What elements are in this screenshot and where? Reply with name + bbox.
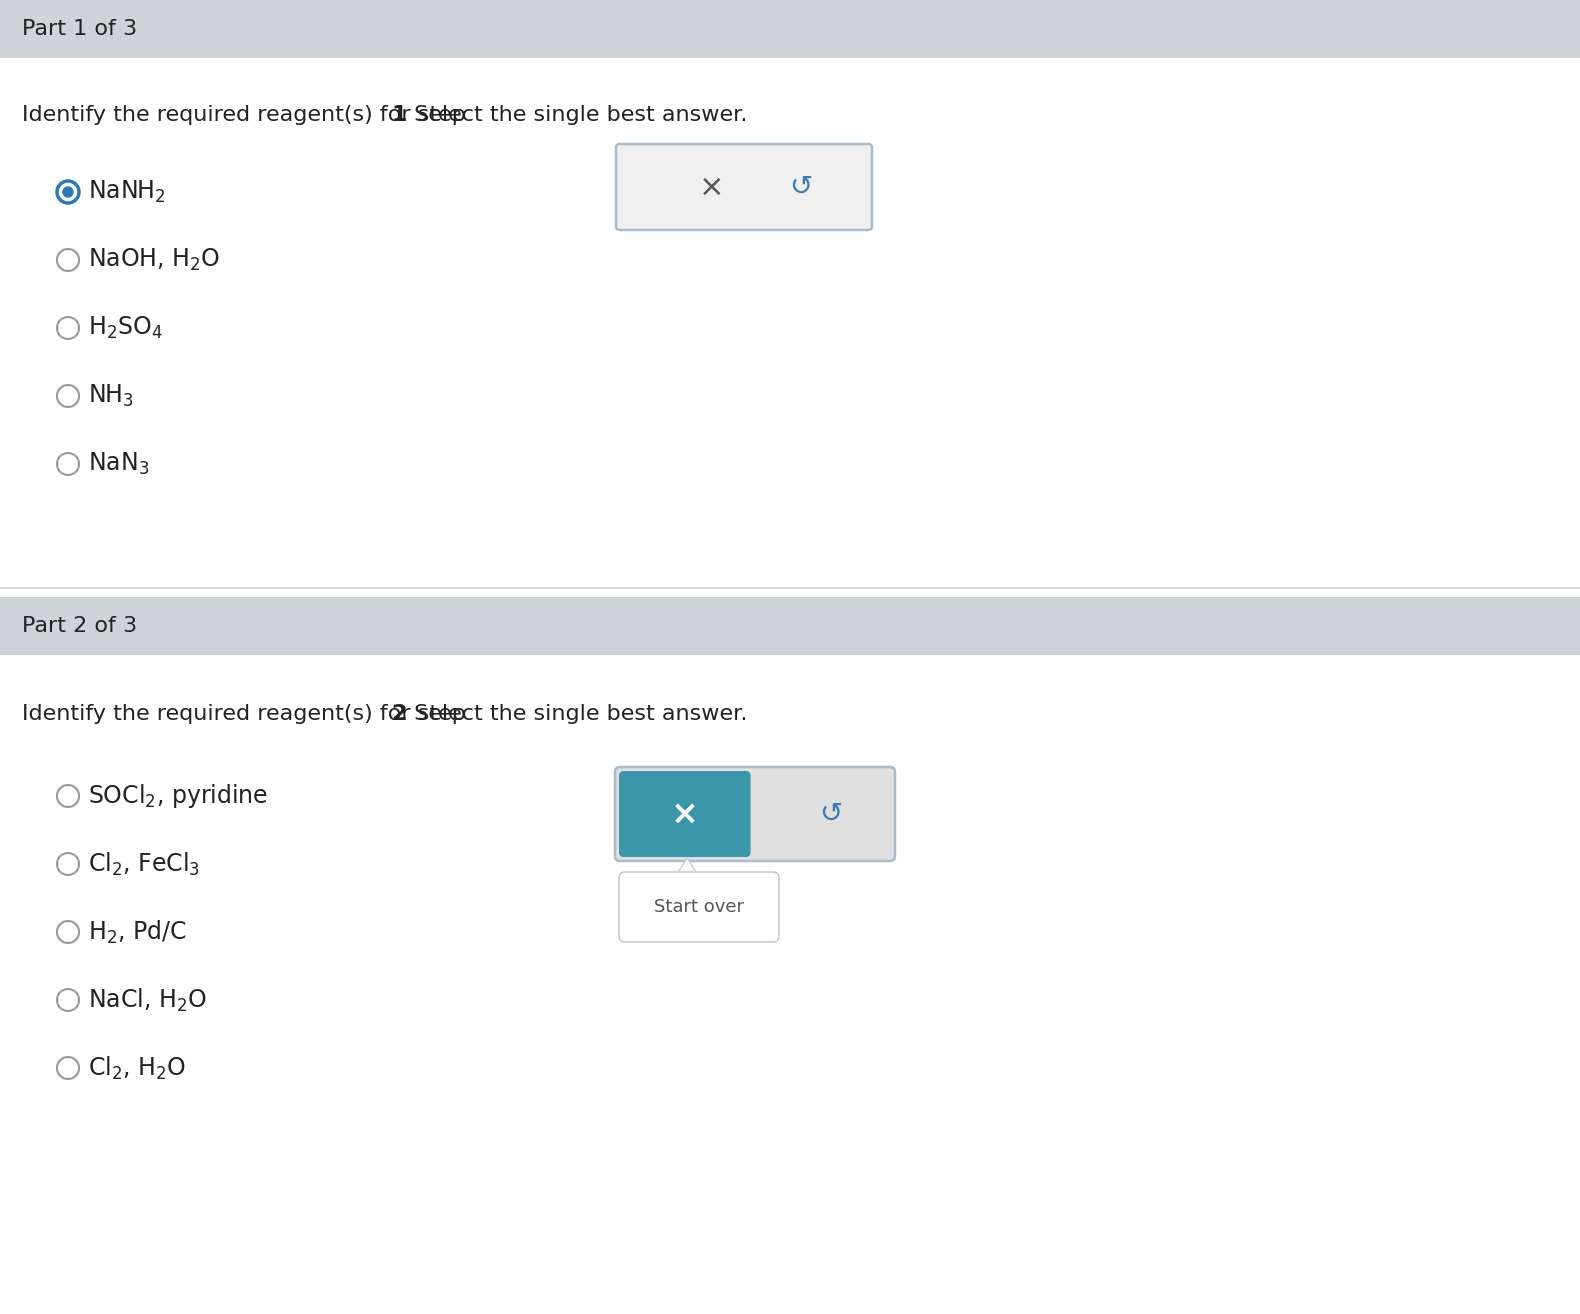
- Text: Part 2 of 3: Part 2 of 3: [22, 616, 137, 636]
- Text: NaCl, H$_2$O: NaCl, H$_2$O: [88, 987, 207, 1013]
- Circle shape: [62, 187, 74, 197]
- Polygon shape: [673, 858, 702, 880]
- Text: Identify the required reagent(s) for step: Identify the required reagent(s) for ste…: [22, 105, 472, 125]
- Text: Cl$_2$, FeCl$_3$: Cl$_2$, FeCl$_3$: [88, 850, 201, 878]
- Text: . Select the single best answer.: . Select the single best answer.: [400, 105, 747, 125]
- Text: ↺: ↺: [818, 800, 842, 828]
- Text: ×: ×: [672, 798, 698, 830]
- Text: 2: 2: [392, 704, 408, 724]
- Text: NH$_3$: NH$_3$: [88, 382, 134, 409]
- Text: SOCl$_2$, pyridine: SOCl$_2$, pyridine: [88, 782, 269, 809]
- Text: ↺: ↺: [790, 173, 812, 201]
- Text: ×: ×: [698, 172, 725, 201]
- FancyBboxPatch shape: [619, 872, 779, 942]
- Text: H$_2$SO$_4$: H$_2$SO$_4$: [88, 315, 163, 342]
- Text: Identify the required reagent(s) for step: Identify the required reagent(s) for ste…: [22, 704, 472, 724]
- Text: NaOH, H$_2$O: NaOH, H$_2$O: [88, 247, 220, 273]
- Text: Cl$_2$, H$_2$O: Cl$_2$, H$_2$O: [88, 1054, 186, 1081]
- Text: 1: 1: [392, 105, 408, 125]
- Text: NaN$_3$: NaN$_3$: [88, 451, 149, 477]
- FancyBboxPatch shape: [619, 771, 750, 857]
- Text: H$_2$, Pd/C: H$_2$, Pd/C: [88, 918, 186, 946]
- FancyBboxPatch shape: [616, 145, 872, 230]
- Text: NaNH$_2$: NaNH$_2$: [88, 179, 166, 205]
- Text: Part 1 of 3: Part 1 of 3: [22, 18, 137, 39]
- FancyBboxPatch shape: [615, 767, 894, 861]
- FancyBboxPatch shape: [0, 597, 1580, 654]
- Text: Start over: Start over: [654, 897, 744, 916]
- FancyBboxPatch shape: [0, 0, 1580, 58]
- Text: . Select the single best answer.: . Select the single best answer.: [400, 704, 747, 724]
